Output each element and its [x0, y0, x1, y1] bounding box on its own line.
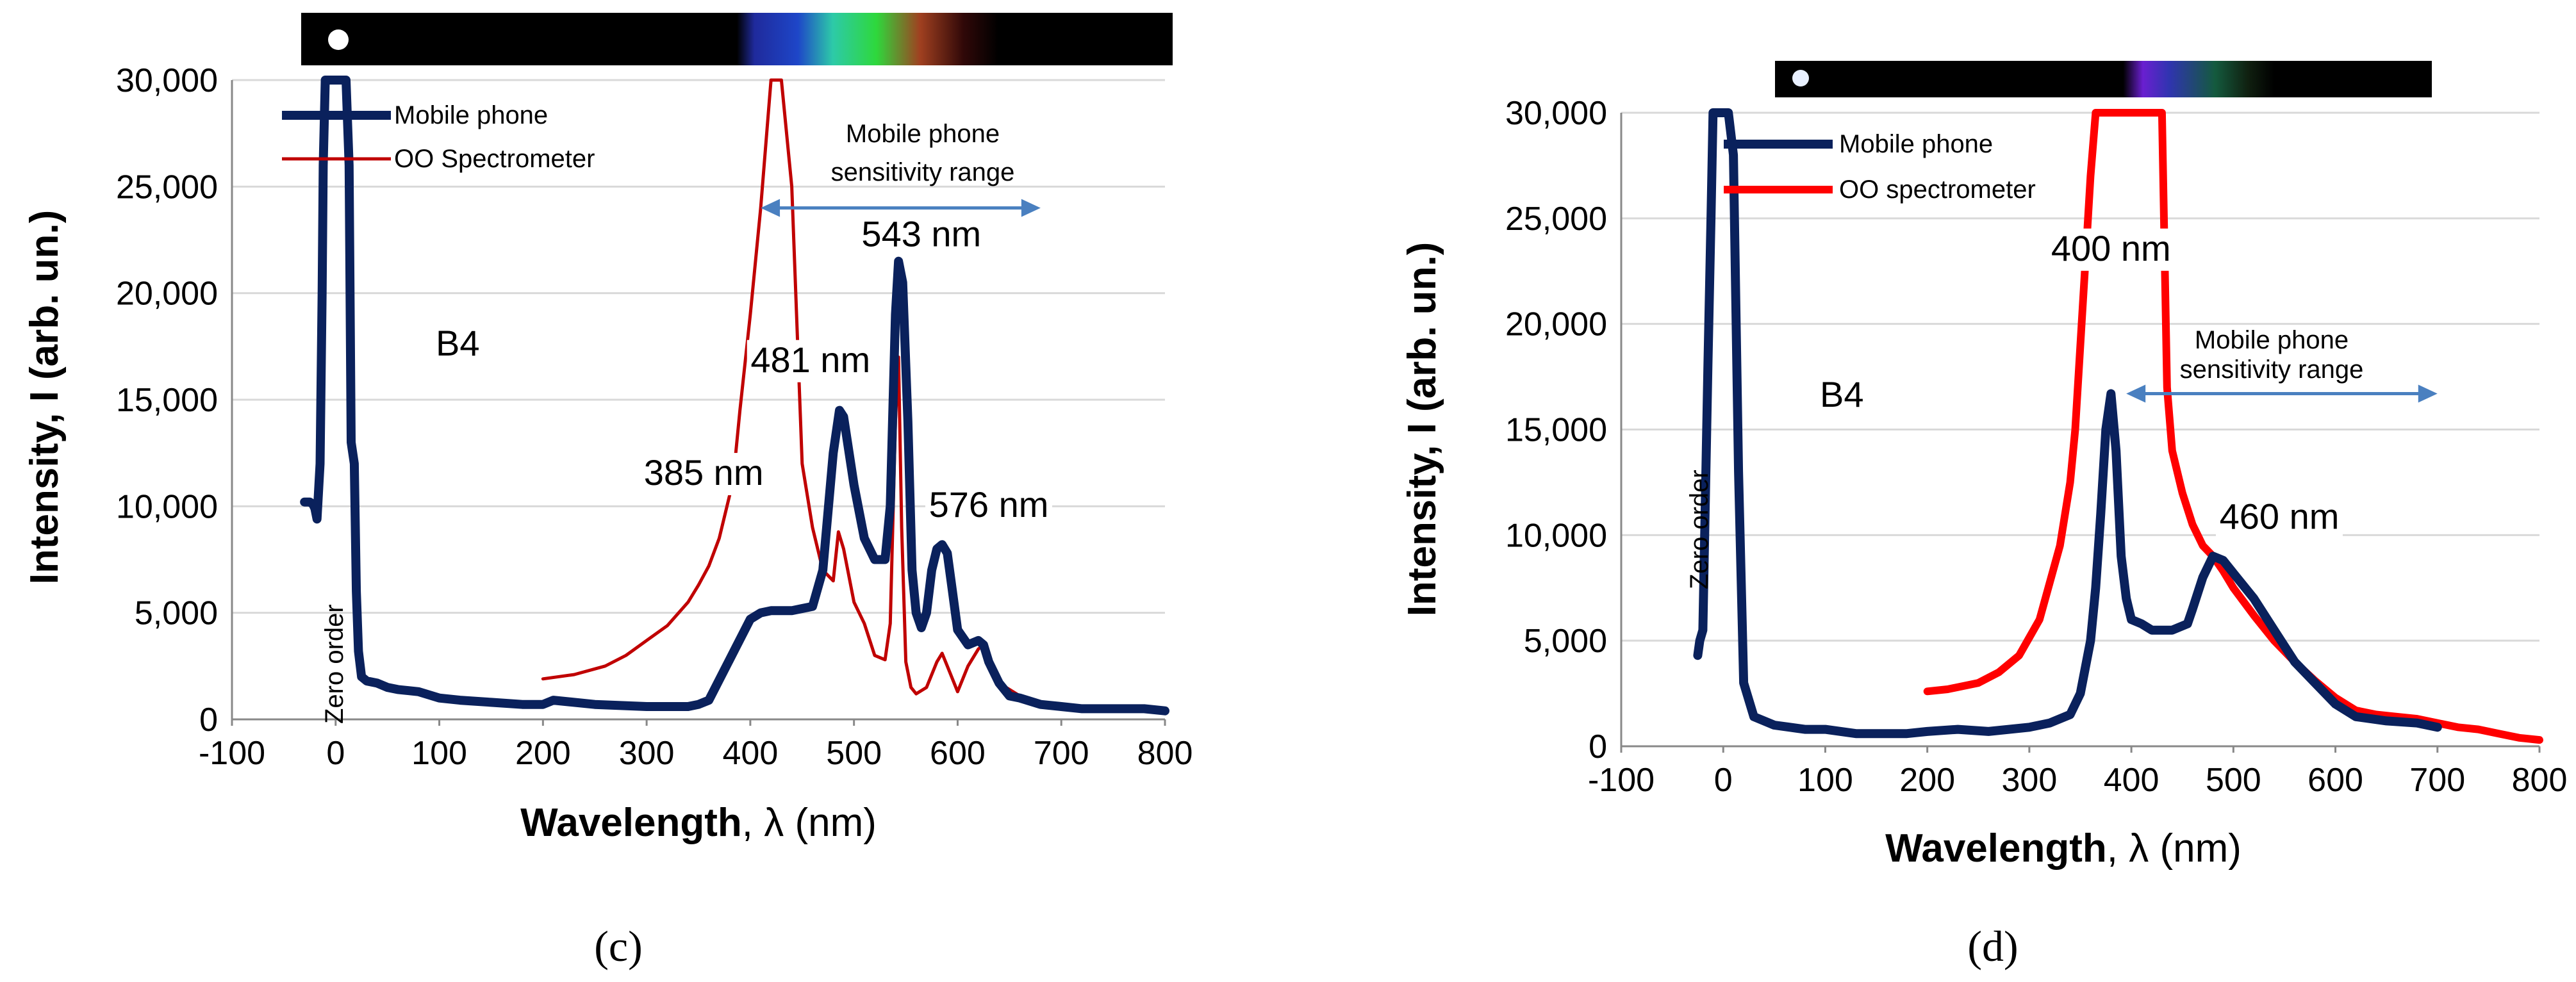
sensitivity-arrowhead-left-d — [2126, 384, 2146, 403]
sensitivity-label-line2-c: sensitivity range — [831, 158, 1015, 186]
y-tick-label-c: 10,000 — [116, 488, 218, 525]
legend-label-oo-d: OO spectrometer — [1839, 176, 2036, 204]
y-tick-label-d: 30,000 — [1505, 95, 1607, 132]
legend-label-mobile-c: Mobile phone — [394, 101, 548, 129]
peak-labels-c: 543 nm 481 nm 385 nm 576 nm — [640, 213, 1052, 527]
y-axis-title-c: Intensity, I (arb. un.) — [22, 210, 67, 584]
x-tick-label-d: -100 — [1588, 762, 1655, 799]
x-tick-label-d: 100 — [1797, 762, 1853, 799]
zero-order-label-c: Zero order — [320, 604, 349, 724]
x-tick-label-d: 400 — [2104, 762, 2159, 799]
peak-label-c: 576 nm — [929, 484, 1049, 525]
y-tick-label-d: 25,000 — [1505, 200, 1607, 238]
peak-label-d: 460 nm — [2220, 496, 2340, 536]
peak-label-bg-c — [857, 214, 985, 257]
peak-label-c: 543 nm — [861, 213, 981, 254]
sensitivity-arrowhead-left-c — [761, 199, 780, 217]
zero-order-label-d: Zero order — [1685, 470, 1713, 589]
sensitivity-label-line1-c: Mobile phone — [846, 120, 1000, 148]
series-line-oo-d — [1923, 109, 2543, 744]
x-tick-label-c: 400 — [723, 735, 779, 772]
x-tick-label-c: 200 — [515, 735, 571, 772]
zero-order-spot-c — [328, 29, 349, 50]
peak-label-bg-c — [925, 484, 1052, 527]
y-tick-label-c: 5,000 — [135, 595, 218, 632]
panel-label-d: (d) — [1967, 922, 2018, 970]
axes-c — [231, 80, 1166, 726]
sample-label-d: B4 — [1820, 374, 1864, 414]
x-tick-label-d: 0 — [1714, 762, 1733, 799]
x-tick-label-d: 800 — [2512, 762, 2568, 799]
panel-label-c: (c) — [594, 922, 642, 970]
x-axis-title-c: Wavelength, λ (nm) — [520, 801, 877, 845]
grid-d — [1621, 111, 2539, 642]
series-line-oo-c — [541, 78, 1115, 713]
y-tick-label-d: 5,000 — [1524, 623, 1607, 660]
series-line-mobile-c — [300, 76, 1169, 716]
x-tick-label-c: 0 — [326, 735, 345, 772]
y-tick-label-d: 15,000 — [1505, 412, 1607, 449]
peak-label-d: 400 nm — [2051, 228, 2171, 268]
peak-label-bg-c — [747, 340, 874, 382]
peak-label-c: 385 nm — [644, 452, 764, 493]
x-tick-label-c: 800 — [1137, 735, 1193, 772]
series-line-mobile-d — [1693, 108, 2442, 739]
y-tick-label-d: 10,000 — [1505, 517, 1607, 554]
x-tick-label-c: 500 — [826, 735, 882, 772]
x-axis-title-d: Wavelength, λ (nm) — [1885, 826, 2242, 871]
sensitivity-label-line2-d: sensitivity range — [2180, 356, 2364, 384]
y-tick-label-c: 15,000 — [116, 382, 218, 419]
panel-c: 0 5,000 10,000 15,000 20,000 25,000 30,000 -100… — [22, 13, 1193, 970]
ticks-d: 0 5,000 10,000 15,000 20,000 25,000 30,000 -100… — [1505, 95, 2567, 799]
zero-order-spot-d — [1792, 70, 1809, 86]
legend-d: Mobile phone OO spectrometer — [1724, 130, 2036, 204]
x-tick-label-c: 100 — [411, 735, 467, 772]
x-tick-label-d: 700 — [2409, 762, 2465, 799]
sensitivity-arrowhead-right-d — [2418, 384, 2438, 403]
ticks-c: 0 5,000 10,000 15,000 20,000 25,000 30,000 -100… — [116, 62, 1193, 772]
x-tick-label-d: 200 — [1899, 762, 1955, 799]
spectrum-strip-c — [301, 13, 1173, 65]
sample-label-c: B4 — [436, 323, 480, 363]
legend-c: Mobile phone OO Spectrometer — [282, 101, 595, 173]
spectrum-strip-d — [1775, 61, 2432, 97]
y-tick-label-c: 20,000 — [116, 275, 218, 313]
sensitivity-arrow-c — [761, 199, 1041, 217]
x-tick-label-d: 500 — [2206, 762, 2261, 799]
x-tick-label-c: 700 — [1034, 735, 1089, 772]
legend-label-oo-c: OO Spectrometer — [394, 145, 595, 173]
series-d — [1693, 108, 2543, 744]
x-tick-label-c: -100 — [199, 735, 265, 772]
x-tick-label-c: 300 — [619, 735, 675, 772]
y-tick-label-d: 20,000 — [1505, 306, 1607, 343]
series-c — [300, 76, 1169, 716]
peak-label-bg-d — [2215, 496, 2343, 539]
x-tick-label-d: 300 — [2002, 762, 2058, 799]
x-tick-label-d: 600 — [2308, 762, 2363, 799]
sensitivity-arrow-d — [2126, 384, 2438, 403]
sensitivity-label-line1-d: Mobile phone — [2195, 326, 2349, 354]
peak-label-c: 481 nm — [750, 340, 870, 380]
peak-label-bg-c — [640, 453, 768, 496]
y-tick-label-d: 0 — [1589, 728, 1607, 765]
y-tick-label-c: 25,000 — [116, 168, 218, 206]
legend-label-mobile-d: Mobile phone — [1839, 130, 1993, 158]
peak-label-bg-d — [2047, 228, 2175, 271]
axes-d — [1620, 113, 2541, 753]
y-tick-label-c: 0 — [199, 701, 218, 739]
sensitivity-arrowhead-right-c — [1021, 199, 1041, 217]
peak-labels-d: 400 nm 460 nm — [2047, 228, 2343, 539]
panel-d: 0 5,000 10,000 15,000 20,000 25,000 30,000 -100… — [1400, 61, 2567, 970]
y-tick-label-c: 30,000 — [116, 62, 218, 99]
x-tick-label-c: 600 — [930, 735, 986, 772]
y-axis-title-d: Intensity, I (arb. un.) — [1400, 242, 1444, 616]
grid-c — [232, 79, 1165, 614]
